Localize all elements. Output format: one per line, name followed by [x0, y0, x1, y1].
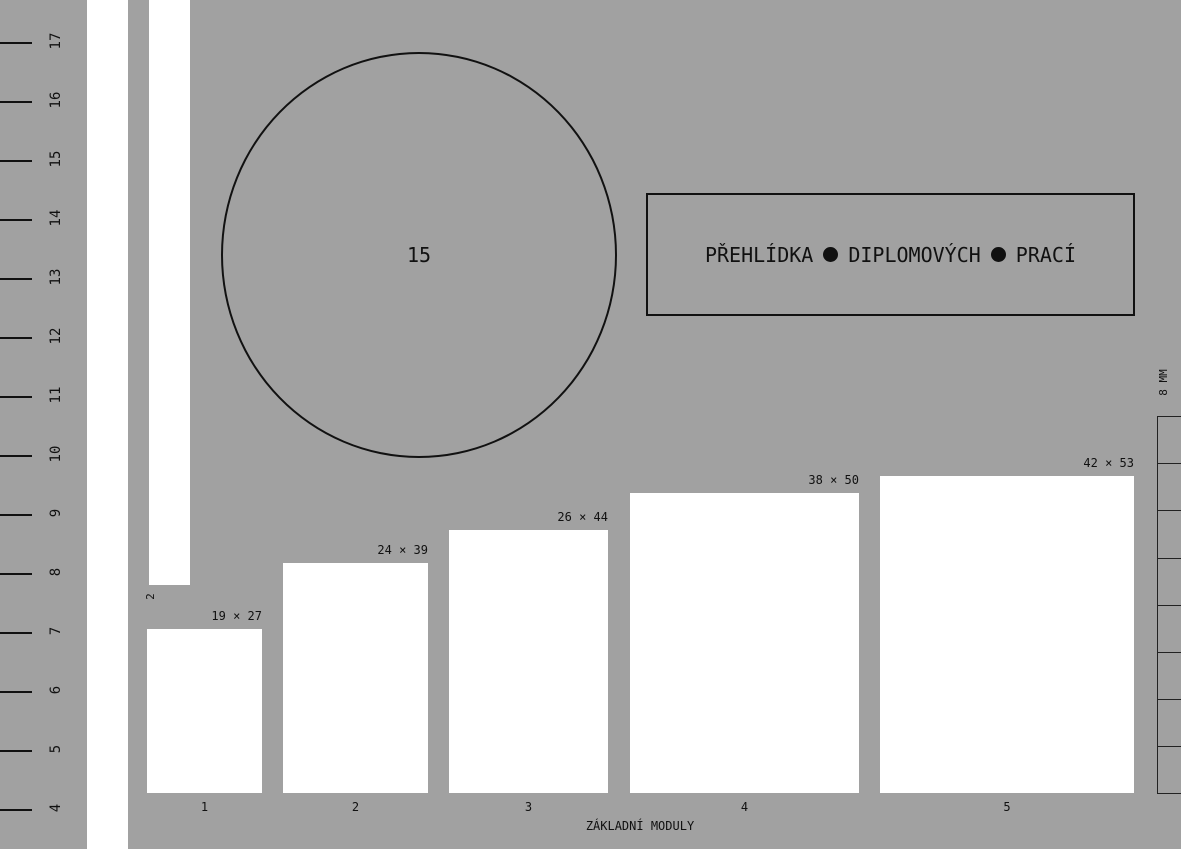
module-rect: [147, 629, 262, 793]
grid-cell: [1157, 557, 1181, 606]
ruler-label: 8: [48, 567, 64, 577]
ruler-label: 13: [48, 268, 64, 286]
module-size: 19 × 27: [211, 609, 262, 623]
grid-cell: [1157, 746, 1181, 795]
bullet-icon: [823, 247, 839, 262]
scale-label: 8 MM: [1156, 369, 1170, 396]
title-word: PRACÍ: [1015, 242, 1077, 267]
ruler-label: 7: [48, 626, 64, 636]
grid-cell: [1157, 463, 1181, 512]
ruler-label: 14: [48, 209, 64, 227]
ruler-label: 6: [48, 685, 64, 695]
module-size: 24 × 39: [377, 543, 428, 557]
module-size: 38 × 50: [808, 473, 859, 487]
module-number: 3: [524, 800, 533, 814]
ruler-tick: [0, 573, 32, 575]
ruler-tick: [0, 632, 32, 634]
module-number: 2: [351, 800, 360, 814]
ruler-tick: [0, 455, 32, 457]
grid-cell: [1157, 652, 1181, 700]
grid-cell: [1157, 699, 1181, 748]
ruler-tick: [0, 691, 32, 693]
circle: 15: [221, 52, 617, 458]
module-rect: [880, 476, 1134, 793]
module-number: 5: [1003, 800, 1011, 814]
modules-caption: ZÁKLADNÍ MODULY: [585, 819, 695, 833]
vertical-strip: [149, 0, 190, 585]
ruler-tick: [0, 396, 32, 398]
ruler-label: 9: [48, 508, 64, 518]
title-word: PŘEHLÍDKA: [704, 242, 814, 267]
module-rect: [449, 530, 608, 793]
module-number: 4: [740, 800, 749, 814]
ruler-label: 17: [48, 32, 64, 50]
ruler-tick: [0, 219, 32, 221]
ruler-label: 5: [48, 744, 64, 754]
ruler-label: 15: [48, 150, 64, 168]
ruler-label: 11: [48, 386, 64, 404]
circle-label: 15: [406, 243, 432, 267]
title-box: PŘEHLÍDKA DIPLOMOVÝCH PRACÍ: [646, 193, 1135, 316]
ruler-tick: [0, 750, 32, 752]
ruler-label: 12: [48, 327, 64, 345]
ruler-label: 10: [48, 445, 64, 463]
title-word: DIPLOMOVÝCH: [848, 242, 981, 267]
ruler-tick: [0, 278, 32, 280]
grid-cell: [1157, 604, 1181, 653]
module-size: 26 × 44: [557, 510, 608, 524]
grid-cell: [1157, 793, 1181, 794]
ruler-tick: [0, 514, 32, 516]
ruler-tick: [0, 42, 32, 44]
module-rect: [630, 493, 859, 793]
ruler-label: 4: [48, 803, 64, 813]
grid-cell: [1157, 510, 1181, 559]
white-margin-band: [87, 0, 128, 849]
module-number: 1: [200, 800, 209, 814]
ruler-tick: [0, 809, 32, 811]
ruler-tick: [0, 160, 32, 162]
module-size: 42 × 53: [1083, 456, 1134, 470]
ruler-label: 16: [48, 91, 64, 109]
strip-label: 2: [143, 593, 157, 600]
grid-cell: [1157, 416, 1181, 464]
ruler-tick: [0, 101, 32, 103]
bullet-icon: [990, 247, 1006, 262]
ruler-tick: [0, 337, 32, 339]
module-rect: [283, 563, 428, 793]
